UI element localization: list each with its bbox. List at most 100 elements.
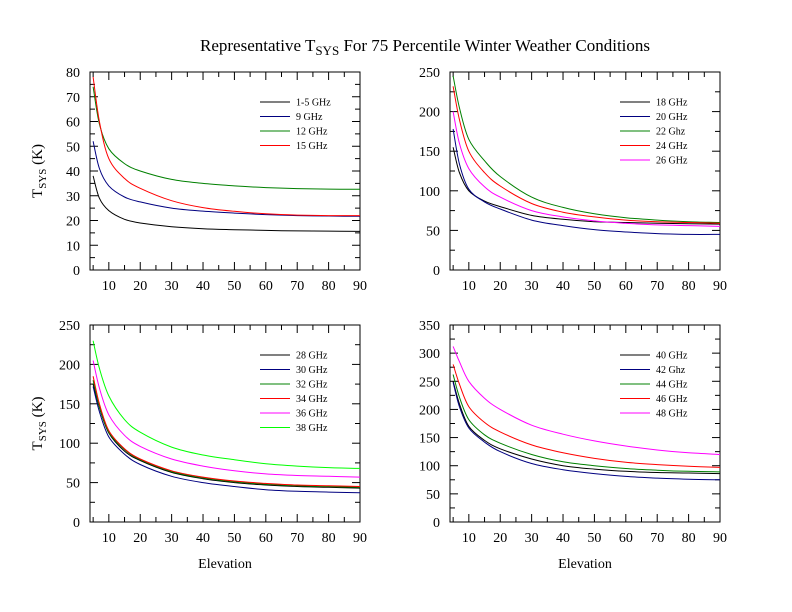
y-tick-label: 60 [66,116,80,131]
y-tick-label: 70 [66,91,80,106]
y-tick-label: 50 [426,224,440,239]
x-tick-label: 30 [525,279,539,294]
x-tick-label: 90 [713,531,727,546]
series-line-3 [92,86,361,190]
x-tick-label: 70 [650,531,664,546]
chart-panel-1: 10 20 30 40 50 60 70 80 90 0 10 20 30 40 50 60 70 80 1-5 G… [30,66,367,294]
series-line-1 [92,175,361,232]
series-line-2 [452,382,721,481]
legend-label: 1-5 GHz [296,98,331,109]
series-line-1 [452,381,721,475]
x-tick-label: 10 [102,279,116,294]
legend-label: 38 GHz [296,423,328,434]
x-tick-label: 40 [556,531,570,546]
y-tick-label: 10 [66,239,80,254]
x-tick-label: 40 [196,279,210,294]
y-tick-label: 20 [66,215,80,230]
y-tick-label: 200 [419,403,440,418]
x-tick-label: 60 [619,279,633,294]
figure-title-sub: SYS [315,43,339,58]
legend-label: 24 GHz [656,141,688,152]
figure-title-main: Representative T [200,36,316,55]
chart-panel-3: 10 20 30 40 50 60 70 80 90 0 50 100 150 200 250 28 GHz 3… [30,319,367,572]
x-tick-label: 10 [462,279,476,294]
x-tick-label: 10 [102,531,116,546]
x-tick-label: 20 [133,531,147,546]
y-tick-label: 300 [419,347,440,362]
legend-label: 36 GHz [296,409,328,420]
y-tick-label: 250 [59,319,80,334]
y-tick-label: 100 [419,460,440,475]
figure-title: Representative TSYS For 75 Percentile Wi… [200,36,650,58]
chart-panel-2: 10 20 30 40 50 60 70 80 90 0 50 100 150 200 250 18 GHz 2… [419,66,727,294]
y-axis-label: TSYS (K) [30,397,49,451]
series-line-4 [452,86,721,224]
series-line-4 [92,376,361,487]
series-line-5 [452,111,721,227]
x-tick-label: 50 [227,531,241,546]
x-tick-label: 10 [462,531,476,546]
x-axis-label: Elevation [558,557,612,572]
x-tick-label: 30 [525,531,539,546]
series-line-2 [452,128,721,235]
x-tick-label: 60 [259,531,273,546]
x-tick-label: 80 [322,279,336,294]
x-tick-label: 30 [165,531,179,546]
x-tick-label: 90 [353,531,367,546]
y-tick-label: 0 [433,516,440,531]
series-line-3 [452,374,721,473]
y-axis-label: TSYS (K) [30,144,49,198]
x-tick-label: 50 [587,531,601,546]
x-tick-label: 20 [493,279,507,294]
x-tick-label: 80 [322,531,336,546]
x-tick-label: 20 [493,531,507,546]
x-tick-label: 60 [619,531,633,546]
y-tick-label: 150 [419,145,440,160]
legend-label: 40 GHz [656,351,688,362]
y-tick-label: 30 [66,190,80,205]
series-line-3 [452,75,721,223]
legend: 40 GHz 42 Ghz 44 GHz 46 GHz 48 GHz [620,351,688,420]
series-line-5 [452,346,721,455]
legend-label: 22 Ghz [656,127,686,138]
y-tick-label: 250 [419,66,440,81]
x-tick-label: 40 [196,531,210,546]
x-axis-label: Elevation [198,557,252,572]
legend: 18 GHz 20 GHz 22 Ghz 24 GHz 26 GHz [620,98,688,167]
y-tick-label: 0 [73,264,80,279]
y-tick-label: 50 [66,140,80,155]
legend: 1-5 GHz 9 GHz 12 GHz 15 GHz [260,98,331,152]
x-tick-label: 30 [165,279,179,294]
series-line-4 [92,76,360,217]
y-tick-label: 100 [59,437,80,452]
legend-label: 48 GHz [656,409,688,420]
y-tick-label: 0 [433,264,440,279]
x-tick-label: 90 [353,279,367,294]
x-tick-label: 70 [290,279,304,294]
y-tick-label: 50 [66,477,80,492]
y-tick-label: 250 [419,375,440,390]
y-tick-label: 80 [66,66,80,81]
legend-label: 32 GHz [296,380,328,391]
legend-label: 46 GHz [656,394,688,405]
series-line-1 [452,147,721,225]
legend: 28 GHz 30 GHz 32 GHz 34 GHz 36 GHz 38 GHz [260,351,328,434]
legend-label: 15 GHz [296,141,328,152]
series-line-2 [92,141,361,217]
legend-label: 18 GHz [656,98,688,109]
x-tick-label: 70 [650,279,664,294]
legend-label: 26 GHz [656,156,688,167]
series-line-4 [452,364,721,468]
series-line-3 [92,380,361,488]
legend-label: 28 GHz [296,351,328,362]
x-tick-label: 80 [682,279,696,294]
x-tick-label: 50 [227,279,241,294]
y-tick-label: 150 [419,432,440,447]
x-tick-label: 20 [133,279,147,294]
x-tick-label: 80 [682,531,696,546]
chart-panel-4: 10 20 30 40 50 60 70 80 90 0 50 100 150 200 250 300 350 4… [419,319,727,572]
legend-label: 20 GHz [656,112,688,123]
y-tick-label: 0 [73,516,80,531]
series-line-6 [92,340,361,469]
y-tick-label: 100 [419,185,440,200]
